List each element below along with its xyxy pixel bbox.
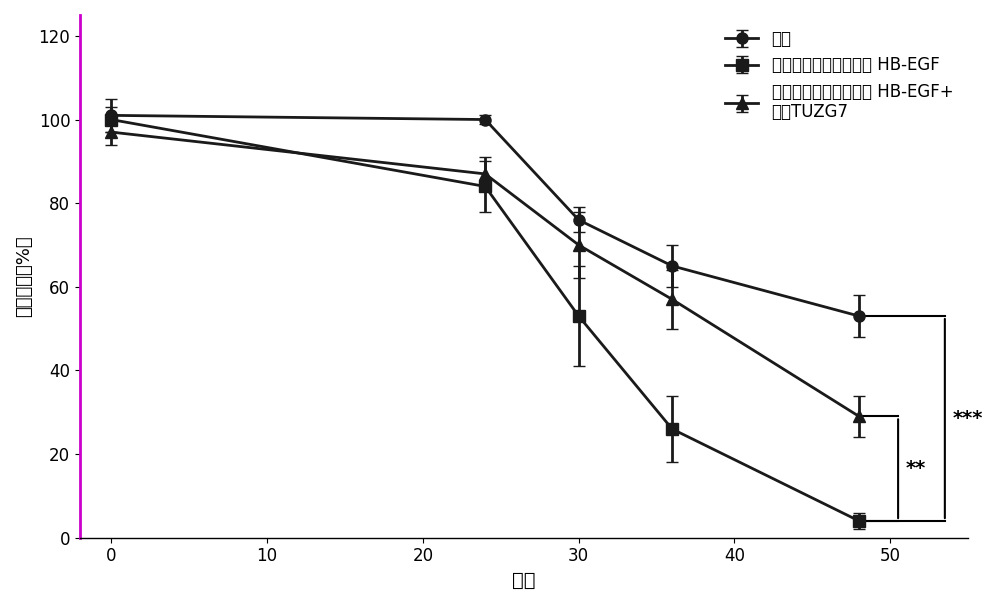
Text: **: ** xyxy=(906,459,926,478)
X-axis label: 小时: 小时 xyxy=(512,571,536,590)
Text: ***: *** xyxy=(953,409,983,428)
Y-axis label: 迁移距离（%）: 迁移距离（%） xyxy=(15,235,33,317)
Legend: 对照, 肝素结合表皮生长因子 HB-EGF, 肝素结合表皮生长因子 HB-EGF+
多肽TUZG7: 对照, 肝素结合表皮生长因子 HB-EGF, 肝素结合表皮生长因子 HB-EGF… xyxy=(718,24,960,128)
